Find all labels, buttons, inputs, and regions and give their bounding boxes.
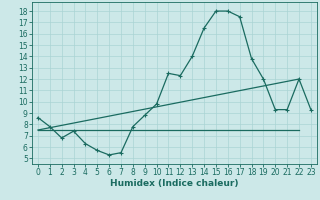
X-axis label: Humidex (Indice chaleur): Humidex (Indice chaleur) [110,179,239,188]
